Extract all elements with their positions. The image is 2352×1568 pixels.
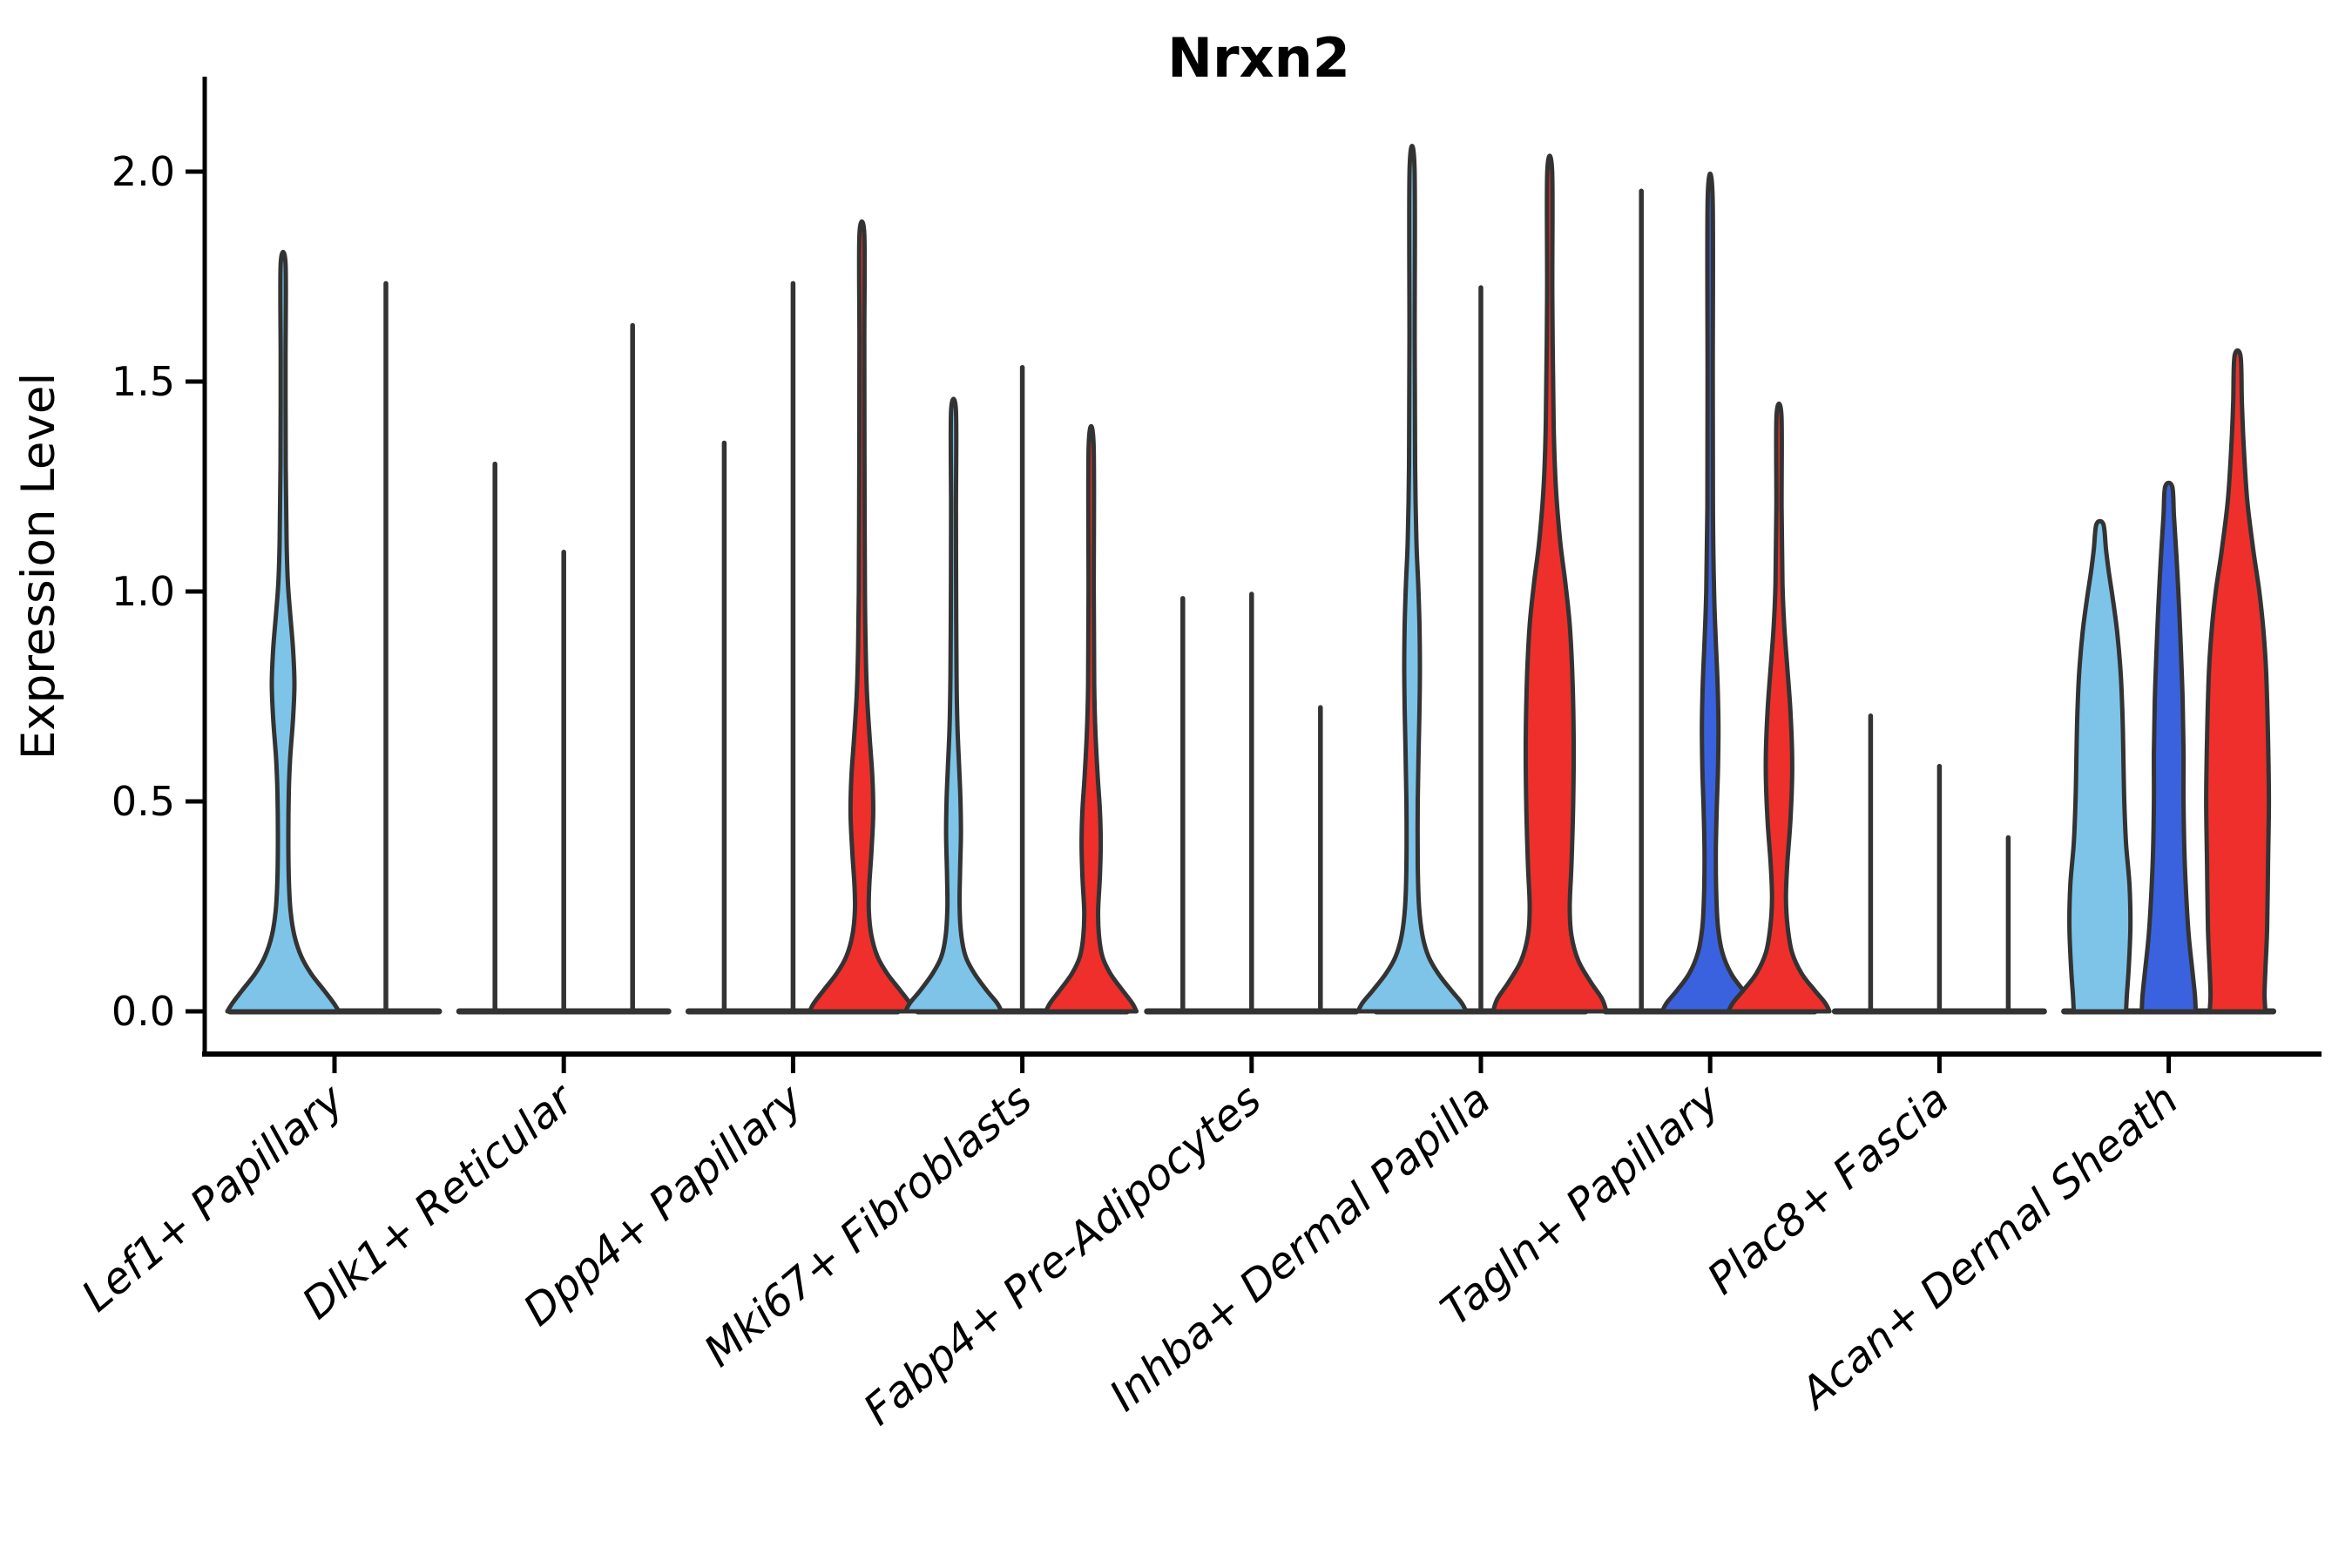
y-tick-label: 1.5 [112, 358, 175, 405]
violin-red [1726, 401, 1832, 1014]
x-tick-label: Inhba+ Dermal Papilla [1100, 1075, 1500, 1422]
violin-light_blue [1355, 144, 1469, 1014]
y-tick-label: 0.0 [112, 988, 175, 1035]
violin-light_blue [903, 396, 1004, 1014]
violin-red [2204, 348, 2272, 1014]
x-tick-label: Fabp4+ Pre-Adipocytes [855, 1075, 1271, 1436]
violin-layer [225, 144, 2277, 1015]
x-tick-label: Plac8+ Fascia [1698, 1075, 1958, 1305]
violin-light_blue [225, 249, 341, 1014]
x-tick-label: Acan+ Dermal Sheath [1789, 1075, 2187, 1420]
violin-red [1044, 423, 1139, 1014]
y-tick-label: 2.0 [112, 148, 175, 195]
y-tick-label: 1.0 [112, 568, 175, 615]
violin-red [1490, 153, 1609, 1014]
violin-red [807, 219, 916, 1014]
y-tick-label: 0.5 [112, 778, 175, 825]
violin-light_blue [2067, 518, 2133, 1014]
y-axis-title: Expression Level [12, 373, 65, 760]
violin-dark_blue [2139, 480, 2199, 1014]
chart-title: Nrxn2 [1167, 26, 1350, 90]
violin-dark_blue [1659, 172, 1761, 1014]
